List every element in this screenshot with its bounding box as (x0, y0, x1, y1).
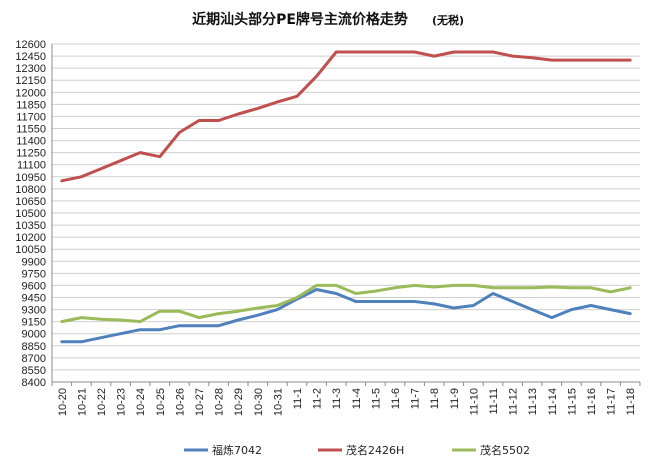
y-tick-label: 12300 (15, 63, 46, 75)
x-tick-label: 10-26 (174, 388, 186, 416)
y-tick-label: 12600 (15, 39, 46, 51)
y-tick-label: 8850 (22, 341, 46, 353)
x-tick-label: 11-1 (292, 388, 304, 409)
x-tick-label: 10-23 (116, 388, 128, 416)
legend-label: 茂名2426H (346, 443, 404, 457)
x-tick-label: 10-20 (57, 388, 69, 416)
x-tick-label: 10-28 (214, 388, 226, 416)
chart-title: 近期汕头部分PE牌号主流价格走势 (192, 11, 408, 28)
x-axis-tick-labels: 10-20 10-21 10-22 10-23 10-24 10-25 10-26 10-27… (57, 388, 637, 416)
y-tick-label: 10350 (15, 220, 46, 232)
y-tick-label: 9300 (22, 305, 46, 317)
y-tick-label: 8700 (22, 353, 46, 365)
y-tick-label: 8400 (22, 377, 46, 389)
x-tick-label: 11-16 (586, 388, 598, 415)
legend: 福炼7042 茂名2426H 茂名5502 (184, 443, 530, 457)
x-tick-label: 11-10 (468, 388, 480, 415)
x-tick-label: 10-24 (135, 388, 147, 416)
x-tick-label: 11-12 (508, 388, 520, 415)
series-line-2 (60, 283, 632, 324)
y-tick-label: 9150 (22, 317, 46, 329)
x-tick-label: 11-9 (449, 388, 461, 409)
x-tick-label: 10-27 (194, 388, 206, 416)
y-tick-label: 9450 (22, 293, 46, 305)
y-tick-label: 12450 (15, 51, 46, 63)
x-tick-label: 11-7 (410, 388, 422, 409)
x-tick-label: 10-22 (96, 388, 108, 416)
y-tick-label: 10050 (15, 244, 46, 256)
y-tick-label: 9000 (22, 329, 46, 341)
y-tick-label: 8550 (22, 365, 46, 377)
x-tick-label: 11-3 (331, 388, 343, 409)
y-tick-label: 9900 (22, 256, 46, 268)
series-lines (60, 50, 632, 344)
series-line-0 (60, 288, 632, 344)
legend-label: 茂名5502 (480, 443, 530, 457)
y-tick-label: 11700 (16, 111, 46, 123)
y-tick-label: 12000 (15, 87, 46, 99)
y-tick-label: 11100 (17, 160, 46, 172)
x-tick-label: 11-8 (429, 388, 441, 409)
x-tick-label: 11-6 (390, 388, 402, 409)
y-axis-tick-labels: 8400855087008850900091509300945096009750… (15, 39, 46, 389)
x-tick-label: 10-29 (233, 388, 245, 416)
x-tick-label: 10-21 (76, 388, 88, 416)
y-tick-label: 12150 (15, 75, 46, 87)
y-tick-label: 10500 (15, 208, 46, 220)
y-tick-label: 10200 (15, 232, 46, 244)
x-tick-label: 11-11 (488, 388, 500, 415)
x-tick-label: 11-4 (351, 388, 363, 409)
y-tick-label: 11400 (16, 136, 46, 148)
y-tick-label: 9750 (22, 268, 46, 280)
y-tick-label: 9600 (22, 280, 46, 292)
x-tick-label: 11-17 (606, 388, 618, 415)
x-tick-label: 11-18 (625, 388, 637, 415)
x-tick-label: 10-30 (253, 388, 265, 416)
series-line-1 (60, 50, 632, 183)
x-tick-label: 10-25 (155, 388, 167, 416)
x-tick-label: 11-2 (312, 388, 324, 409)
gridlines (52, 43, 640, 383)
x-tick-label: 11-5 (370, 388, 382, 409)
y-tick-label: 10800 (15, 184, 46, 196)
y-tick-label: 10950 (15, 172, 46, 184)
y-tick-label: 11850 (16, 99, 46, 111)
x-tick-label: 11-14 (547, 388, 559, 415)
x-tick-label: 11-13 (527, 388, 539, 415)
x-tick-label: 11-15 (566, 388, 578, 415)
y-tick-label: 11550 (16, 124, 46, 136)
axes (51, 44, 641, 386)
legend-label: 福炼7042 (212, 443, 262, 457)
chart-subtitle: (无税) (432, 13, 464, 27)
y-tick-label: 11250 (16, 148, 46, 160)
x-tick-label: 10-31 (272, 388, 284, 416)
y-tick-label: 10650 (15, 196, 46, 208)
